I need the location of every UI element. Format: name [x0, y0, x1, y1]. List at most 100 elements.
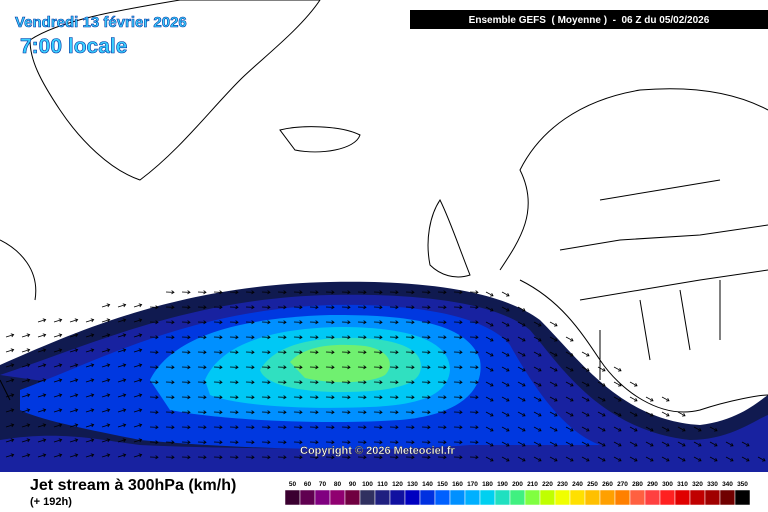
wind-arrow — [101, 333, 111, 338]
wind-arrow — [117, 378, 127, 383]
wind-arrow — [613, 396, 622, 402]
wind-arrow — [325, 440, 335, 445]
wind-arrow — [549, 426, 558, 432]
wind-arrow — [405, 410, 415, 415]
wind-arrow — [341, 410, 351, 415]
wind-arrow — [37, 423, 47, 428]
scale-label: 90 — [349, 481, 357, 488]
wind-arrow — [389, 320, 399, 325]
scale-swatch — [374, 489, 391, 506]
wind-arrow — [469, 380, 479, 385]
wind-arrow — [373, 395, 383, 400]
wind-arrow — [549, 366, 558, 372]
wind-arrow — [277, 335, 287, 340]
wind-arrow — [341, 380, 351, 385]
wind-arrow — [213, 410, 223, 415]
wind-arrow — [37, 393, 47, 398]
wind-arrow — [581, 441, 590, 447]
wind-arrow — [181, 440, 191, 445]
wind-arrow — [421, 410, 431, 415]
wind-arrow — [293, 425, 303, 430]
wind-arrow — [373, 290, 383, 295]
wind-arrow — [565, 396, 574, 402]
wind-arrow — [405, 380, 415, 385]
scale-swatch — [644, 489, 661, 506]
wind-arrow — [197, 335, 207, 340]
wind-arrow — [325, 425, 335, 430]
wind-arrow — [709, 426, 718, 432]
wind-arrow — [69, 453, 79, 458]
wind-arrow — [37, 318, 47, 323]
scale-swatch — [569, 489, 586, 506]
wind-arrow — [309, 395, 319, 400]
wind-arrow — [133, 303, 143, 308]
wind-arrow — [229, 365, 239, 370]
wind-arrow — [309, 320, 319, 325]
scale-label: 300 — [662, 481, 673, 488]
wind-arrow — [421, 320, 431, 325]
wind-arrow — [53, 348, 63, 353]
scale-label: 130 — [407, 481, 418, 488]
wind-arrow — [229, 440, 239, 445]
wind-arrow — [181, 380, 191, 385]
wind-arrow — [165, 455, 175, 460]
wind-arrow — [517, 381, 526, 387]
wind-arrow — [213, 335, 223, 340]
wind-arrow — [277, 425, 287, 430]
wind-arrow — [325, 290, 335, 295]
wind-arrow — [453, 320, 463, 325]
scale-swatch — [704, 489, 721, 506]
wind-arrow — [405, 335, 415, 340]
wind-arrow — [117, 438, 127, 443]
wind-arrow — [373, 335, 383, 340]
wind-arrow — [133, 333, 143, 338]
wind-arrow — [165, 410, 175, 415]
wind-arrow — [389, 410, 399, 415]
color-scale: 50 60 70 80 90 100 110 120 130 140 150 160 170 180 190… — [284, 481, 751, 506]
wind-arrow — [565, 366, 574, 372]
scale-label: 80 — [334, 481, 342, 488]
wind-arrow — [101, 303, 111, 308]
wind-arrow — [501, 351, 510, 357]
wind-arrow — [85, 333, 95, 338]
wind-arrow — [501, 411, 510, 417]
scale-swatch — [329, 489, 346, 506]
wind-arrow — [181, 350, 191, 355]
scale-label: 70 — [319, 481, 327, 488]
wind-arrow — [549, 336, 558, 342]
wind-arrow — [325, 320, 335, 325]
wind-arrow — [293, 455, 303, 460]
wind-arrow — [325, 335, 335, 340]
wind-arrow — [405, 365, 415, 370]
wind-arrow — [277, 455, 287, 460]
wind-arrow — [277, 305, 287, 310]
footer-lead: (+ 192h) — [30, 496, 72, 508]
wind-arrow — [517, 426, 526, 432]
scale-swatch — [434, 489, 451, 506]
wind-arrow — [341, 335, 351, 340]
wind-arrow — [565, 441, 574, 447]
wind-arrow — [533, 336, 542, 342]
scale-swatch — [674, 489, 691, 506]
wind-arrow — [661, 426, 670, 432]
wind-arrow — [101, 423, 111, 428]
wind-arrow — [485, 321, 494, 327]
wind-arrow — [341, 350, 351, 355]
wind-arrow — [5, 393, 15, 398]
wind-arrow — [21, 363, 31, 368]
wind-arrow — [229, 410, 239, 415]
wind-arrow — [245, 395, 255, 400]
wind-arrow — [181, 290, 191, 295]
wind-arrow — [69, 438, 79, 443]
wind-arrow — [549, 456, 558, 462]
wind-arrow — [245, 365, 255, 370]
wind-arrow — [549, 411, 558, 417]
scale-label: 50 — [289, 481, 297, 488]
wind-arrow — [629, 396, 638, 402]
wind-arrow — [389, 425, 399, 430]
scale-swatch — [584, 489, 601, 506]
wind-arrow — [357, 395, 367, 400]
wind-arrow — [437, 335, 447, 340]
scale-swatch — [554, 489, 571, 506]
wind-arrow — [613, 456, 622, 462]
